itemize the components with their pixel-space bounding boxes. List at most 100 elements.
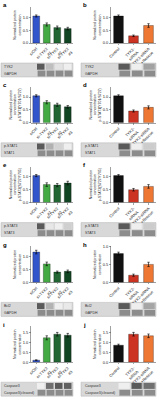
svg-text:Control: Control: [108, 206, 121, 219]
svg-text:Normalized proteinconcentratio: Normalized proteinconcentrationp-STAT3(S…: [89, 168, 102, 201]
svg-text:e: e: [3, 162, 7, 168]
svg-text:TYK2-siRNA+Rescue: TYK2-siRNA+Rescue: [131, 285, 155, 309]
svg-text:si-TYK2#3: si-TYK2#3: [56, 46, 74, 64]
svg-text:si-TYK2#2: si-TYK2#2: [46, 365, 64, 383]
svg-text:p-STAT1: p-STAT1: [4, 144, 18, 148]
svg-text:0.0: 0.0: [103, 200, 109, 205]
svg-text:si-TYK2#2: si-TYK2#2: [46, 285, 64, 303]
svg-text:siCtrl: siCtrl: [28, 46, 38, 56]
svg-text:j: j: [83, 322, 86, 328]
svg-text:TYK2-siRNA+Rescue: TYK2-siRNA+Rescue: [131, 46, 155, 70]
svg-text:TYK2-siRNA+Rescue: TYK2-siRNA+Rescue: [131, 365, 155, 389]
svg-text:Caspase3: Caspase3: [85, 384, 101, 388]
svg-text:Normalized proteinconcentratio: Normalized proteinconcentration: [13, 329, 22, 358]
svg-text:TYK2-siRNA: TYK2-siRNA: [124, 285, 140, 301]
svg-text:0.0: 0.0: [103, 120, 109, 125]
svg-text:p-STAT3: p-STAT3: [85, 224, 99, 228]
svg-text:1.0: 1.0: [23, 174, 29, 179]
svg-text:0.0: 0.0: [23, 360, 29, 365]
svg-text:si-TYK2#3: si-TYK2#3: [56, 205, 74, 223]
svg-text:si-TYK2#1: si-TYK2#1: [35, 365, 53, 383]
svg-text:Control: Control: [108, 46, 121, 59]
svg-text:1.5: 1.5: [23, 330, 29, 335]
svg-text:1.0: 1.0: [23, 340, 29, 345]
svg-text:0.0: 0.0: [23, 200, 29, 205]
svg-text:a: a: [3, 2, 7, 8]
svg-text:si-TYK2#2: si-TYK2#2: [46, 126, 64, 144]
svg-text:siCtrl: siCtrl: [28, 286, 38, 296]
svg-text:GAPDH: GAPDH: [85, 72, 98, 76]
svg-text:p-STAT3: p-STAT3: [4, 224, 18, 228]
svg-text:0.0: 0.0: [23, 120, 29, 125]
svg-text:0.5: 0.5: [23, 350, 29, 355]
svg-text:Normalized proteinconcentratio: Normalized proteinconcentration: [93, 10, 102, 39]
svg-text:GAPDH: GAPDH: [4, 72, 17, 76]
svg-text:TYK2: TYK2: [85, 65, 94, 69]
svg-text:si-TYK2#1: si-TYK2#1: [35, 205, 53, 223]
svg-text:c: c: [3, 82, 7, 88]
svg-text:Normalized proteinconcentratio: Normalized proteinconcentration: [93, 250, 102, 279]
svg-text:h: h: [83, 242, 87, 248]
svg-text:0.5: 0.5: [103, 350, 109, 355]
svg-text:0.5: 0.5: [23, 187, 29, 192]
svg-text:TYK2-siRNA: TYK2-siRNA: [124, 206, 140, 222]
svg-text:Bcl2: Bcl2: [85, 304, 92, 308]
svg-text:1.0: 1.0: [23, 15, 29, 20]
svg-text:siCtrl: siCtrl: [28, 366, 38, 376]
svg-text:1.0: 1.0: [23, 254, 29, 259]
svg-text:si-TYK2#3: si-TYK2#3: [56, 126, 74, 144]
svg-text:1.0: 1.0: [103, 94, 109, 99]
svg-text:f: f: [83, 162, 86, 168]
svg-text:TYK2: TYK2: [4, 65, 13, 69]
svg-text:0.5: 0.5: [103, 187, 109, 192]
svg-text:1.0: 1.0: [103, 340, 109, 345]
svg-text:Control: Control: [108, 286, 121, 299]
svg-text:Caspase3(cleaved): Caspase3(cleaved): [4, 391, 34, 395]
svg-text:1.5: 1.5: [103, 330, 109, 335]
svg-text:Normalized proteinconcentratio: Normalized proteinconcentration: [93, 329, 102, 358]
svg-text:Normalized proteinconcentratio: Normalized proteinconcentrationp-STAT3(S…: [9, 168, 22, 201]
svg-text:1.0: 1.0: [23, 94, 29, 99]
svg-text:TYK2-siRNA: TYK2-siRNA: [124, 126, 140, 142]
svg-text:Caspase3(cleaved): Caspase3(cleaved): [85, 391, 115, 395]
svg-text:si-TYK2#2: si-TYK2#2: [46, 205, 64, 223]
svg-text:si-TYK2#3: si-TYK2#3: [56, 285, 74, 303]
svg-text:d: d: [83, 82, 87, 88]
svg-text:Normalized proteinconcentratio: Normalized proteinconcentrationp-STAT1(Y…: [89, 88, 102, 121]
svg-text:si-TYK2#1: si-TYK2#1: [35, 285, 53, 303]
svg-text:0.0: 0.0: [23, 40, 29, 45]
svg-text:Normalized proteinconcentratio: Normalized proteinconcentrationp-STAT1(Y…: [9, 88, 22, 121]
svg-text:p-STAT1: p-STAT1: [85, 144, 99, 148]
svg-text:STAT1: STAT1: [4, 151, 14, 155]
svg-text:0.5: 0.5: [103, 262, 109, 267]
svg-text:si-TYK2#3: si-TYK2#3: [56, 365, 74, 383]
svg-text:si-TYK2#1: si-TYK2#1: [35, 126, 53, 144]
svg-text:si-TYK2#1: si-TYK2#1: [35, 46, 53, 64]
svg-text:GAPDH: GAPDH: [85, 311, 98, 315]
svg-text:STAT1: STAT1: [85, 151, 95, 155]
svg-text:siCtrl: siCtrl: [28, 126, 38, 136]
svg-text:si-TYK2#2: si-TYK2#2: [46, 46, 64, 64]
svg-text:g: g: [3, 242, 7, 248]
svg-text:Bcl2: Bcl2: [4, 304, 11, 308]
svg-text:1.0: 1.0: [103, 244, 109, 249]
svg-text:0.5: 0.5: [23, 267, 29, 272]
svg-text:GAPDH: GAPDH: [4, 311, 17, 315]
svg-text:0.0: 0.0: [23, 280, 29, 285]
svg-text:0.5: 0.5: [103, 28, 109, 33]
svg-text:TYK2-siRNA+Rescue: TYK2-siRNA+Rescue: [131, 126, 155, 150]
svg-text:TYK2-siRNA+Rescue: TYK2-siRNA+Rescue: [131, 205, 155, 229]
svg-text:1.0: 1.0: [103, 174, 109, 179]
svg-text:0.5: 0.5: [23, 107, 29, 112]
svg-text:Normalized proteinconcentratio: Normalized proteinconcentration: [13, 250, 22, 279]
svg-text:b: b: [83, 2, 87, 8]
svg-text:i: i: [3, 322, 5, 328]
svg-text:STAT3: STAT3: [85, 231, 95, 235]
svg-text:0.5: 0.5: [103, 107, 109, 112]
svg-text:1.0: 1.0: [103, 15, 109, 20]
svg-text:0.0: 0.0: [103, 280, 109, 285]
svg-text:TYK2-siRNA: TYK2-siRNA: [124, 46, 140, 62]
svg-text:0.5: 0.5: [23, 28, 29, 33]
svg-text:0.0: 0.0: [103, 360, 109, 365]
svg-text:Caspase3: Caspase3: [4, 384, 20, 388]
